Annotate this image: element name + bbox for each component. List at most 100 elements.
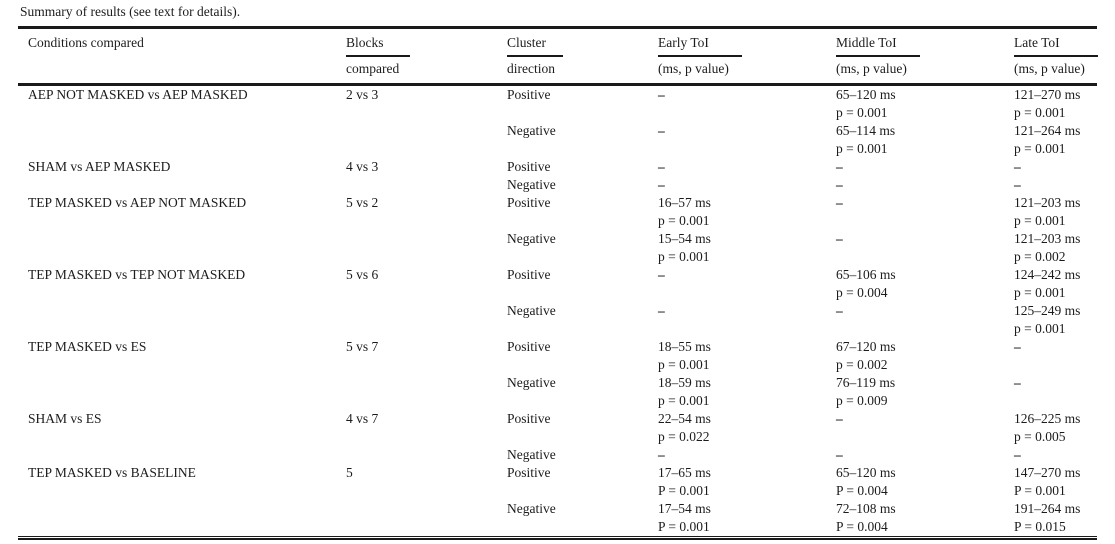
late-toi-cell: 147–270 ms P = 0.001 [1014,464,1081,498]
blocks-cell: 5 vs 2 [346,194,379,210]
late-toi-cell: 121–264 ms p = 0.001 [1014,122,1081,156]
table-bottom-rule [18,535,1097,540]
condition-cell [18,374,346,410]
table-row: TEP MASKED vs BASELINE 5 Positive 17–65 … [18,464,1097,500]
table-row: TEP MASKED vs TEP NOT MASKED 5 vs 6 Posi… [18,266,1097,302]
table-row: SHAM vs ES 4 vs 7 Positive 22–54 ms p = … [18,410,1097,446]
direction-cell: Negative [507,374,556,390]
table-row: Negative – – – [18,176,1097,194]
late-toi-cell: – [1014,338,1021,354]
direction-cell: Positive [507,338,551,354]
direction-cell: Positive [507,158,551,174]
blocks-cell: 5 [346,464,353,480]
early-toi-cell: 17–54 ms P = 0.001 [658,500,711,534]
middle-toi-cell: 76–119 ms p = 0.009 [836,374,896,408]
late-toi-cell: – [1014,158,1021,174]
table-row: SHAM vs AEP MASKED 4 vs 3 Positive – – – [18,158,1097,176]
middle-toi-cell: 65–106 ms p = 0.004 [836,266,896,300]
middle-toi-cell: 65–114 ms p = 0.001 [836,122,896,156]
header-middle-toi: Middle ToI (ms, p value) [836,34,1014,78]
direction-cell: Negative [507,302,556,318]
blocks-cell [346,446,507,464]
early-toi-cell: 15–54 ms p = 0.001 [658,230,711,264]
early-toi-cell: – [658,86,665,102]
early-toi-cell: – [658,158,665,174]
condition-cell: AEP NOT MASKED vs AEP MASKED [28,86,248,102]
early-toi-cell: – [658,122,665,138]
table-caption: Summary of results (see text for details… [20,4,241,19]
direction-cell: Positive [507,86,551,102]
condition-cell [18,302,346,338]
header-conditions: Conditions compared [18,34,346,78]
blocks-cell: 4 vs 3 [346,158,379,174]
blocks-cell [346,176,507,194]
header-cluster-line2: direction [507,60,555,76]
early-toi-cell: 18–55 ms p = 0.001 [658,338,711,372]
header-late-toi-line2: (ms, p value) [1014,60,1085,76]
header-early-toi-line2: (ms, p value) [658,60,729,76]
table-header-rule [18,82,1097,86]
middle-toi-cell: 72–108 ms P = 0.004 [836,500,896,534]
condition-cell: SHAM vs ES [28,410,102,426]
late-toi-cell: 121–270 ms p = 0.001 [1014,86,1081,120]
middle-toi-cell: 65–120 ms p = 0.001 [836,86,896,120]
table-row: Negative – 65–114 ms p = 0.001 121–264 m… [18,122,1097,158]
middle-toi-cell: – [836,194,843,210]
late-toi-cell: 125–249 ms p = 0.001 [1014,302,1081,336]
condition-cell: TEP MASKED vs BASELINE [28,464,196,480]
late-toi-cell: 121–203 ms p = 0.002 [1014,230,1081,264]
late-toi-cell: 124–242 ms p = 0.001 [1014,266,1081,300]
header-late-toi-line1: Late ToI [1014,34,1098,57]
middle-toi-cell: – [836,230,843,246]
early-toi-cell: – [658,446,665,462]
blocks-cell: 2 vs 3 [346,86,379,102]
header-cluster-line1: Cluster [507,34,563,57]
header-blocks-line2: compared [346,60,400,76]
early-toi-cell: 18–59 ms p = 0.001 [658,374,711,408]
early-toi-cell: – [658,266,665,282]
middle-toi-cell: – [836,446,843,462]
header-early-toi: Early ToI (ms, p value) [658,34,836,78]
condition-cell [18,230,346,266]
table-row: AEP NOT MASKED vs AEP MASKED 2 vs 3 Posi… [18,86,1097,122]
condition-cell: TEP MASKED vs AEP NOT MASKED [28,194,247,210]
blocks-cell [346,374,507,410]
results-table: Conditions compared Blocks compared Clus… [18,26,1098,540]
late-toi-cell: – [1014,176,1021,192]
direction-cell: Negative [507,500,556,516]
early-toi-cell: – [658,176,665,192]
condition-cell: SHAM vs AEP MASKED [28,158,171,174]
blocks-cell [346,122,507,158]
late-toi-cell: 121–203 ms p = 0.001 [1014,194,1081,228]
blocks-cell [346,500,507,536]
header-middle-toi-line2: (ms, p value) [836,60,907,76]
middle-toi-cell: – [836,158,843,174]
blocks-cell: 5 vs 7 [346,338,379,354]
late-toi-cell: 126–225 ms p = 0.005 [1014,410,1081,444]
late-toi-cell: – [1014,374,1021,390]
late-toi-cell: 191–264 ms P = 0.015 [1014,500,1081,534]
direction-cell: Positive [507,410,551,426]
early-toi-cell: 22–54 ms p = 0.022 [658,410,711,444]
blocks-cell: 4 vs 7 [346,410,379,426]
blocks-cell: 5 vs 6 [346,266,379,282]
blocks-cell [346,302,507,338]
condition-cell [18,446,346,464]
header-blocks: Blocks compared [346,34,507,78]
early-toi-cell: 16–57 ms p = 0.001 [658,194,711,228]
direction-cell: Positive [507,194,551,210]
header-cluster: Cluster direction [507,34,658,78]
header-late-toi: Late ToI (ms, p value) [1014,34,1098,78]
condition-cell [18,122,346,158]
middle-toi-cell: 65–120 ms P = 0.004 [836,464,896,498]
middle-toi-cell: – [836,302,843,318]
header-conditions-label: Conditions compared [28,34,144,50]
direction-cell: Positive [507,266,551,282]
condition-cell: TEP MASKED vs TEP NOT MASKED [28,266,246,282]
middle-toi-cell: – [836,410,843,426]
table-row: Negative – – 125–249 ms p = 0.001 [18,302,1097,338]
table-row: TEP MASKED vs AEP NOT MASKED 5 vs 2 Posi… [18,194,1097,230]
direction-cell: Negative [507,122,556,138]
direction-cell: Negative [507,446,556,462]
